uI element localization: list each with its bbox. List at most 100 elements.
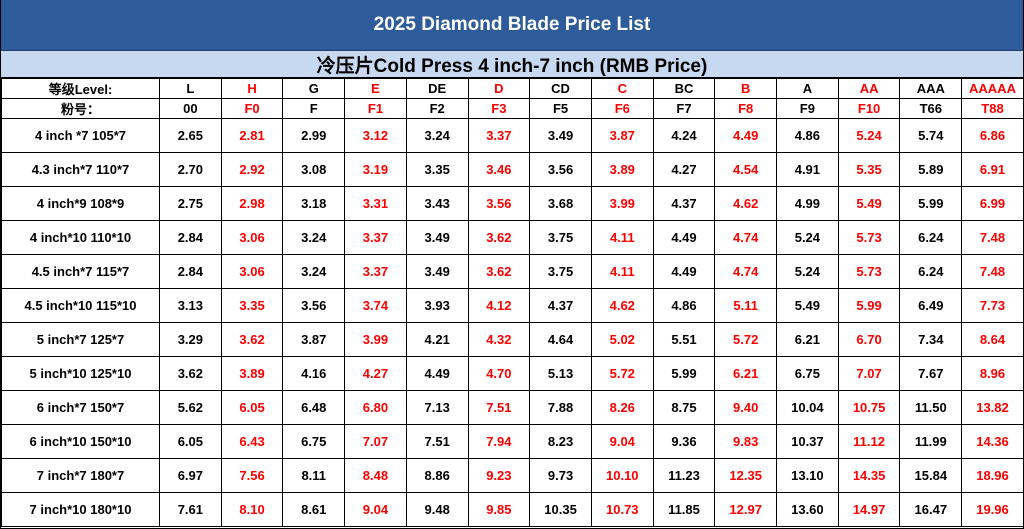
subtitle-text: 冷压片Cold Press 4 inch-7 inch (RMB Price) <box>316 55 708 77</box>
table-row: 5 inch*10 125*10 3.62 3.89 4.16 4.27 4.49 4.70… <box>1 356 1024 391</box>
price-cell: 2.81 <box>220 118 284 153</box>
powder-header-cell: F3 <box>467 98 531 119</box>
level-header-cell: AAA <box>899 78 963 99</box>
price-cell: 8.10 <box>220 492 284 527</box>
price-cell: 7.48 <box>961 254 1024 289</box>
price-cell: 7.48 <box>961 220 1024 255</box>
price-cell: 3.35 <box>405 152 469 187</box>
price-cell: 14.97 <box>837 492 901 527</box>
price-cell: 4.37 <box>652 186 716 221</box>
price-cell: 5.99 <box>652 356 716 391</box>
price-cell: 11.99 <box>899 424 963 459</box>
sheet-title: 2025 Diamond Blade Price List <box>1 0 1023 51</box>
price-cell: 3.49 <box>405 254 469 289</box>
price-cell: 7.51 <box>405 424 469 459</box>
price-cell: 3.08 <box>282 152 346 187</box>
price-cell: 5.62 <box>159 390 222 425</box>
price-cell: 3.99 <box>344 322 407 357</box>
price-cell: 14.35 <box>837 458 901 493</box>
price-cell: 3.24 <box>282 254 346 289</box>
table-row: 7 inch*10 180*10 7.61 8.10 8.61 9.04 9.48 9.85… <box>1 492 1024 527</box>
price-cell: 3.31 <box>344 186 407 221</box>
price-table: 等级Level: L H G E DE D CD C BC B A AA AAA AAAAA 粉号： 00 F0 F… <box>1 78 1024 527</box>
level-header-cell: C <box>590 78 654 99</box>
price-cell: 6.21 <box>714 356 778 391</box>
price-cell: 11.23 <box>652 458 716 493</box>
price-cell: 2.75 <box>159 186 222 221</box>
price-cell: 5.24 <box>837 118 901 153</box>
price-cell: 16.47 <box>899 492 963 527</box>
price-cell: 6.97 <box>159 458 222 493</box>
price-cell: 3.74 <box>344 288 407 323</box>
blade-size-cell: 5 inch*10 125*10 <box>1 356 160 391</box>
price-cell: 15.84 <box>899 458 963 493</box>
level-header-cell: AA <box>837 78 901 99</box>
price-cell: 5.49 <box>837 186 901 221</box>
price-cell: 5.35 <box>837 152 901 187</box>
table-row: 6 inch*10 150*10 6.05 6.43 6.75 7.07 7.51 7.94… <box>1 424 1024 459</box>
price-cell: 3.49 <box>405 220 469 255</box>
price-cell: 4.49 <box>652 220 716 255</box>
blade-size-cell: 6 inch*7 150*7 <box>1 390 160 425</box>
level-header-cell: BC <box>652 78 716 99</box>
price-cell: 11.12 <box>837 424 901 459</box>
price-cell: 5.49 <box>776 288 839 323</box>
sheet-subtitle: 冷压片Cold Press 4 inch-7 inch (RMB Price) <box>1 51 1023 78</box>
level-header-cell: E <box>344 78 407 99</box>
header-row-level: 等级Level: L H G E DE D CD C BC B A AA AAA AAAAA <box>1 78 1024 99</box>
price-cell: 6.75 <box>282 424 346 459</box>
price-cell: 3.37 <box>344 254 407 289</box>
price-cell: 3.75 <box>529 254 592 289</box>
price-cell: 5.13 <box>529 356 592 391</box>
title-text: 2025 Diamond Blade Price List <box>373 14 651 35</box>
powder-header-cell: F <box>282 98 346 119</box>
price-cell: 3.24 <box>282 220 346 255</box>
price-cell: 4.49 <box>652 254 716 289</box>
price-cell: 3.62 <box>467 254 531 289</box>
price-cell: 11.85 <box>652 492 716 527</box>
price-cell: 7.73 <box>961 288 1024 323</box>
price-cell: 7.88 <box>529 390 592 425</box>
price-cell: 4.54 <box>714 152 778 187</box>
price-cell: 3.49 <box>529 118 592 153</box>
blade-size-cell: 4 inch*9 108*9 <box>1 186 160 221</box>
price-cell: 5.02 <box>590 322 654 357</box>
price-cell: 6.05 <box>159 424 222 459</box>
price-cell: 5.99 <box>837 288 901 323</box>
table-row: 6 inch*7 150*7 5.62 6.05 6.48 6.80 7.13 7.51 7.… <box>1 390 1024 425</box>
price-cell: 3.56 <box>529 152 592 187</box>
price-cell: 3.18 <box>282 186 346 221</box>
level-header-cell: CD <box>529 78 592 99</box>
price-cell: 9.36 <box>652 424 716 459</box>
price-cell: 9.23 <box>467 458 531 493</box>
price-cell: 6.21 <box>776 322 839 357</box>
price-cell: 9.85 <box>467 492 531 527</box>
powder-header-cell: 00 <box>159 98 222 119</box>
price-cell: 10.37 <box>776 424 839 459</box>
table-row: 4.3 inch*7 110*7 2.70 2.92 3.08 3.19 3.35 3.46… <box>1 152 1024 187</box>
powder-header-cell: F1 <box>344 98 407 119</box>
price-cell: 9.04 <box>344 492 407 527</box>
price-cell: 4.86 <box>776 118 839 153</box>
level-header-cell: H <box>220 78 284 99</box>
price-cell: 4.24 <box>652 118 716 153</box>
price-cell: 6.86 <box>961 118 1024 153</box>
blade-size-cell: 7 inch*7 180*7 <box>1 458 160 493</box>
header-label-powder: 粉号： <box>1 98 160 119</box>
price-table-body: 等级Level: L H G E DE D CD C BC B A AA AAA AAAAA 粉号： 00 F0 F… <box>1 78 1024 527</box>
price-cell: 4.27 <box>344 356 407 391</box>
price-cell: 19.96 <box>961 492 1024 527</box>
price-cell: 3.19 <box>344 152 407 187</box>
price-cell: 3.75 <box>529 220 592 255</box>
level-header-cell: B <box>714 78 778 99</box>
price-cell: 4.91 <box>776 152 839 187</box>
powder-header-cell: F10 <box>837 98 901 119</box>
price-cell: 4.21 <box>405 322 469 357</box>
table-row: 4 inch*9 108*9 2.75 2.98 3.18 3.31 3.43 3.56 3.… <box>1 186 1024 221</box>
price-cell: 5.51 <box>652 322 716 357</box>
price-cell: 7.67 <box>899 356 963 391</box>
price-cell: 2.84 <box>159 220 222 255</box>
price-cell: 6.43 <box>220 424 284 459</box>
table-row: 5 inch*7 125*7 3.29 3.62 3.87 3.99 4.21 4.32 4.… <box>1 322 1024 357</box>
price-cell: 3.68 <box>529 186 592 221</box>
